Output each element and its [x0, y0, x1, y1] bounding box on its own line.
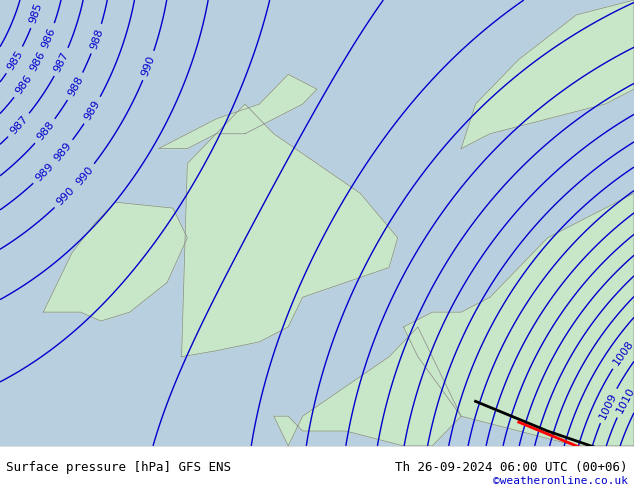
Text: 986: 986	[13, 73, 34, 96]
Text: 1010: 1010	[614, 386, 634, 415]
Polygon shape	[158, 74, 317, 148]
Text: Surface pressure [hPa] GFS ENS: Surface pressure [hPa] GFS ENS	[6, 462, 231, 474]
Text: 989: 989	[82, 98, 102, 122]
Text: 990: 990	[140, 54, 157, 77]
Text: 986: 986	[40, 26, 58, 49]
Text: 985: 985	[28, 2, 44, 25]
Text: 987: 987	[53, 50, 70, 74]
Text: 986: 986	[29, 49, 47, 73]
Text: 989: 989	[52, 141, 74, 164]
Text: 988: 988	[66, 74, 85, 98]
Text: 988: 988	[88, 27, 105, 50]
Polygon shape	[461, 0, 634, 148]
Text: 987: 987	[8, 114, 30, 137]
Polygon shape	[181, 104, 398, 357]
Text: 1009: 1009	[597, 391, 619, 420]
Text: 989: 989	[34, 161, 56, 183]
Polygon shape	[0, 0, 634, 446]
Polygon shape	[43, 202, 187, 321]
Text: 985: 985	[5, 49, 25, 72]
Polygon shape	[274, 327, 461, 446]
Text: 1008: 1008	[611, 339, 634, 367]
Text: 990: 990	[74, 165, 95, 187]
Polygon shape	[403, 193, 634, 446]
Text: 988: 988	[35, 120, 56, 143]
Text: Th 26-09-2024 06:00 UTC (00+06): Th 26-09-2024 06:00 UTC (00+06)	[395, 462, 628, 474]
Text: 990: 990	[55, 185, 77, 208]
Text: ©weatheronline.co.uk: ©weatheronline.co.uk	[493, 476, 628, 486]
